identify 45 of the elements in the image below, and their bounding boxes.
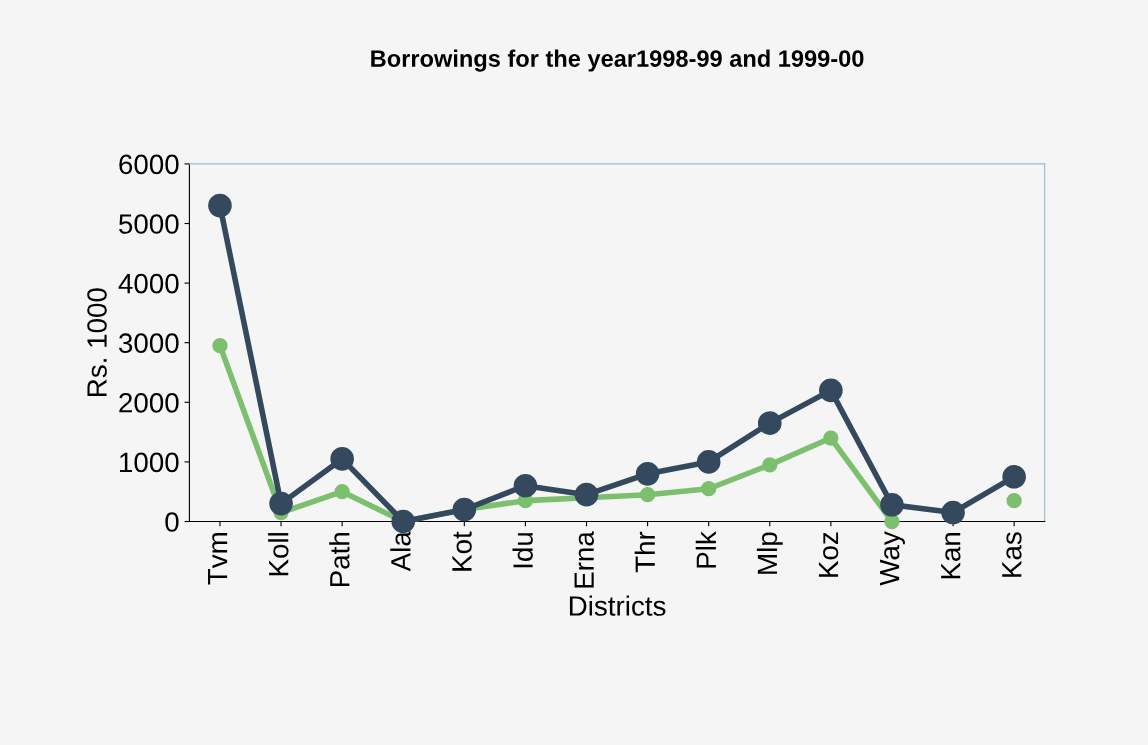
y-tick-label: 5000 [119,214,179,234]
y-tick-label: 4000 [118,273,179,294]
x-tick-label: Tvm [208,533,228,585]
point [639,487,656,503]
point [819,378,843,403]
x-tick-label: Koz [818,532,839,577]
point [635,462,660,486]
y-tick-label: 0 [165,512,179,532]
x-tick-label: Mlp [756,532,783,574]
x-tick-label: Kan [941,533,961,579]
x-tick-label: Kas [1002,532,1022,577]
y-tick-label: 3000 [118,333,179,354]
point [269,491,293,516]
x-tick-label: Thr [634,531,655,573]
point [212,338,228,354]
point [1006,493,1022,509]
point [696,450,721,474]
x-tick-label: Ala [390,531,411,572]
point [880,493,904,517]
point [208,193,232,218]
x-tick-label: Way [880,531,905,586]
x-tick-label: Koll [268,533,289,576]
point [884,513,900,530]
point [823,430,839,446]
point [757,411,782,435]
point [941,500,965,525]
x-tick-label: Plk [695,531,716,568]
x-tick-label: Path [329,533,350,587]
y-axis-title: Rs. 1000 [87,288,107,397]
y-tick-label: 1000 [120,452,179,473]
point [574,482,599,507]
x-axis-title: Districts [569,595,666,616]
point [334,484,350,500]
x-tick-label: Idu [512,533,533,568]
y-tick-label: 2000 [119,392,179,413]
point [1002,464,1026,489]
point [513,473,538,498]
x-tick-label: Erna [574,531,594,588]
x-tick-label: Kot [452,531,472,571]
point [762,457,778,473]
chart-title: Borrowings for the year1998-99 and 1999-00 [371,49,864,72]
point [701,481,717,497]
point [330,447,354,471]
point [452,497,477,522]
y-tick-label: 6000 [119,154,179,175]
